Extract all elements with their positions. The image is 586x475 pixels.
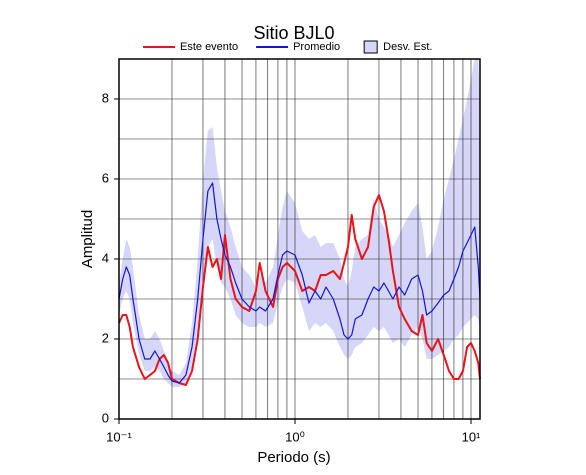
x-axis-label: Periodo (s) <box>257 449 330 466</box>
x-tick-label: 10⁰ <box>285 429 305 444</box>
x-tick-label: 10⁻¹ <box>106 429 132 444</box>
y-axis-label: Amplitud <box>79 210 96 268</box>
legend-swatch <box>363 40 378 54</box>
legend-label: Desv. Est. <box>383 41 432 53</box>
legend-label: Este evento <box>180 41 238 53</box>
series-line <box>118 182 481 384</box>
y-tick-label: 8 <box>102 90 109 105</box>
chart-title: Sitio BJL0 <box>253 23 334 43</box>
y-tick-label: 4 <box>102 250 109 265</box>
x-tick-label: 10¹ <box>462 429 481 444</box>
y-tick-label: 0 <box>102 410 109 425</box>
y-tick-label: 6 <box>102 170 109 185</box>
series-line <box>118 194 481 386</box>
plot-frame <box>118 58 481 420</box>
legend-label: Promedio <box>293 41 340 53</box>
y-tick-label: 2 <box>102 330 109 345</box>
std-band <box>119 59 480 387</box>
